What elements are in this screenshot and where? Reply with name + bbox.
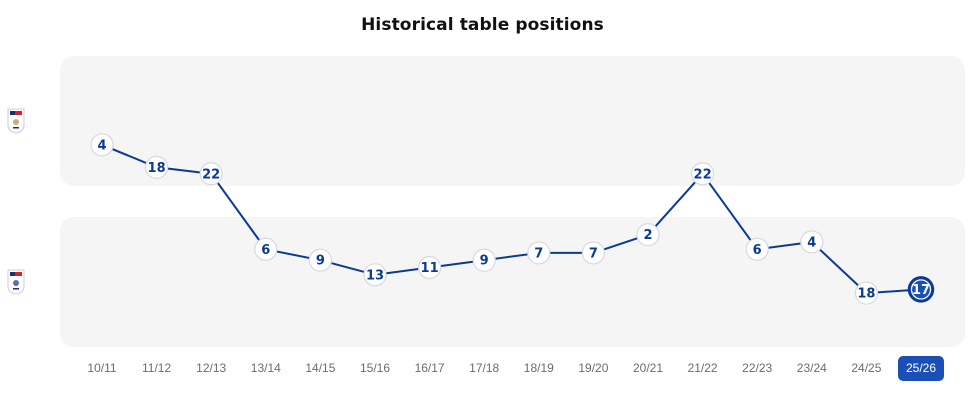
x-tick-label[interactable]: 10/11	[87, 361, 117, 375]
x-tick-label[interactable]: 22/23	[742, 361, 773, 375]
data-point-21-22[interactable]: 22	[690, 162, 715, 186]
point-marker	[418, 255, 442, 280]
x-tick-label[interactable]: 24/25	[851, 361, 882, 375]
data-label: 17	[912, 283, 930, 298]
point-marker	[745, 237, 769, 261]
x-tick-label[interactable]: 16/17	[414, 361, 445, 375]
data-label: 22	[694, 167, 712, 182]
data-point-15-16[interactable]: 13	[363, 263, 387, 287]
x-tick-label[interactable]: 15/16	[359, 361, 391, 375]
data-point-20-21[interactable]: 2	[636, 223, 660, 247]
data-point-17-18[interactable]: 9	[472, 248, 496, 272]
x-tick-label[interactable]: 21/22	[687, 361, 718, 375]
data-point-14-15[interactable]: 9	[308, 248, 332, 272]
data-point-25-26[interactable]: 17	[907, 276, 935, 303]
x-tick-label[interactable]: 13/14	[250, 361, 281, 375]
point-marker	[581, 241, 606, 265]
data-label: 11	[421, 261, 439, 276]
data-label: 7	[534, 246, 543, 261]
data-label: 4	[97, 138, 106, 153]
x-tick-label[interactable]: 20/21	[632, 361, 664, 375]
chart-title: Historical table positions	[361, 15, 604, 35]
point-marker	[907, 276, 935, 303]
point-marker	[636, 223, 660, 247]
point-marker	[363, 263, 387, 287]
point-marker	[527, 241, 551, 265]
data-point-19-20[interactable]: 7	[581, 241, 606, 265]
data-point-12-13[interactable]: 22	[199, 162, 223, 186]
data-label: 18	[857, 287, 875, 302]
data-point-11-12[interactable]: 18	[145, 155, 169, 179]
data-point-16-17[interactable]: 11	[418, 255, 442, 280]
x-tick-label-current[interactable]: 25/26	[898, 356, 944, 381]
point-marker	[800, 230, 824, 254]
data-point-24-25[interactable]: 18	[854, 281, 879, 305]
point-marker	[254, 237, 278, 261]
data-label: 7	[589, 246, 598, 261]
point-marker	[690, 162, 715, 186]
current-point-ring	[910, 279, 932, 300]
x-tick-label[interactable]: 17/18	[469, 361, 500, 375]
data-label: 22	[202, 167, 220, 182]
point-marker	[145, 155, 169, 179]
series-line	[101, 143, 922, 295]
point-marker	[472, 248, 496, 272]
x-tick-label[interactable]: 12/13	[196, 361, 227, 375]
sky-bet-efl-championship-icon	[7, 108, 25, 134]
x-tick-label[interactable]: 14/15	[305, 361, 336, 375]
data-point-23-24[interactable]: 4	[800, 230, 824, 254]
x-tick-label[interactable]: 18/19	[523, 361, 554, 375]
data-label: 9	[316, 254, 325, 269]
data-label: 6	[753, 243, 762, 258]
data-label: 4	[807, 235, 816, 250]
point-marker	[308, 248, 332, 272]
x-tick-label[interactable]: 23/24	[796, 361, 827, 375]
sky-bet-efl-league-one-icon	[7, 269, 25, 295]
data-label: 18	[148, 161, 166, 176]
data-point-18-19[interactable]: 7	[527, 241, 551, 265]
x-tick-label[interactable]: 11/12	[142, 361, 172, 375]
data-label: 9	[480, 254, 489, 269]
data-label: 6	[261, 243, 270, 258]
data-point-10-11[interactable]: 4	[90, 133, 114, 157]
point-marker	[90, 133, 114, 157]
x-tick-label[interactable]: 19/20	[578, 361, 609, 375]
point-marker	[199, 162, 223, 186]
data-point-22-23[interactable]: 6	[745, 237, 769, 261]
point-marker	[854, 281, 879, 305]
data-label: 2	[643, 228, 652, 243]
data-point-13-14[interactable]: 6	[254, 237, 278, 261]
data-label: 13	[366, 268, 384, 283]
